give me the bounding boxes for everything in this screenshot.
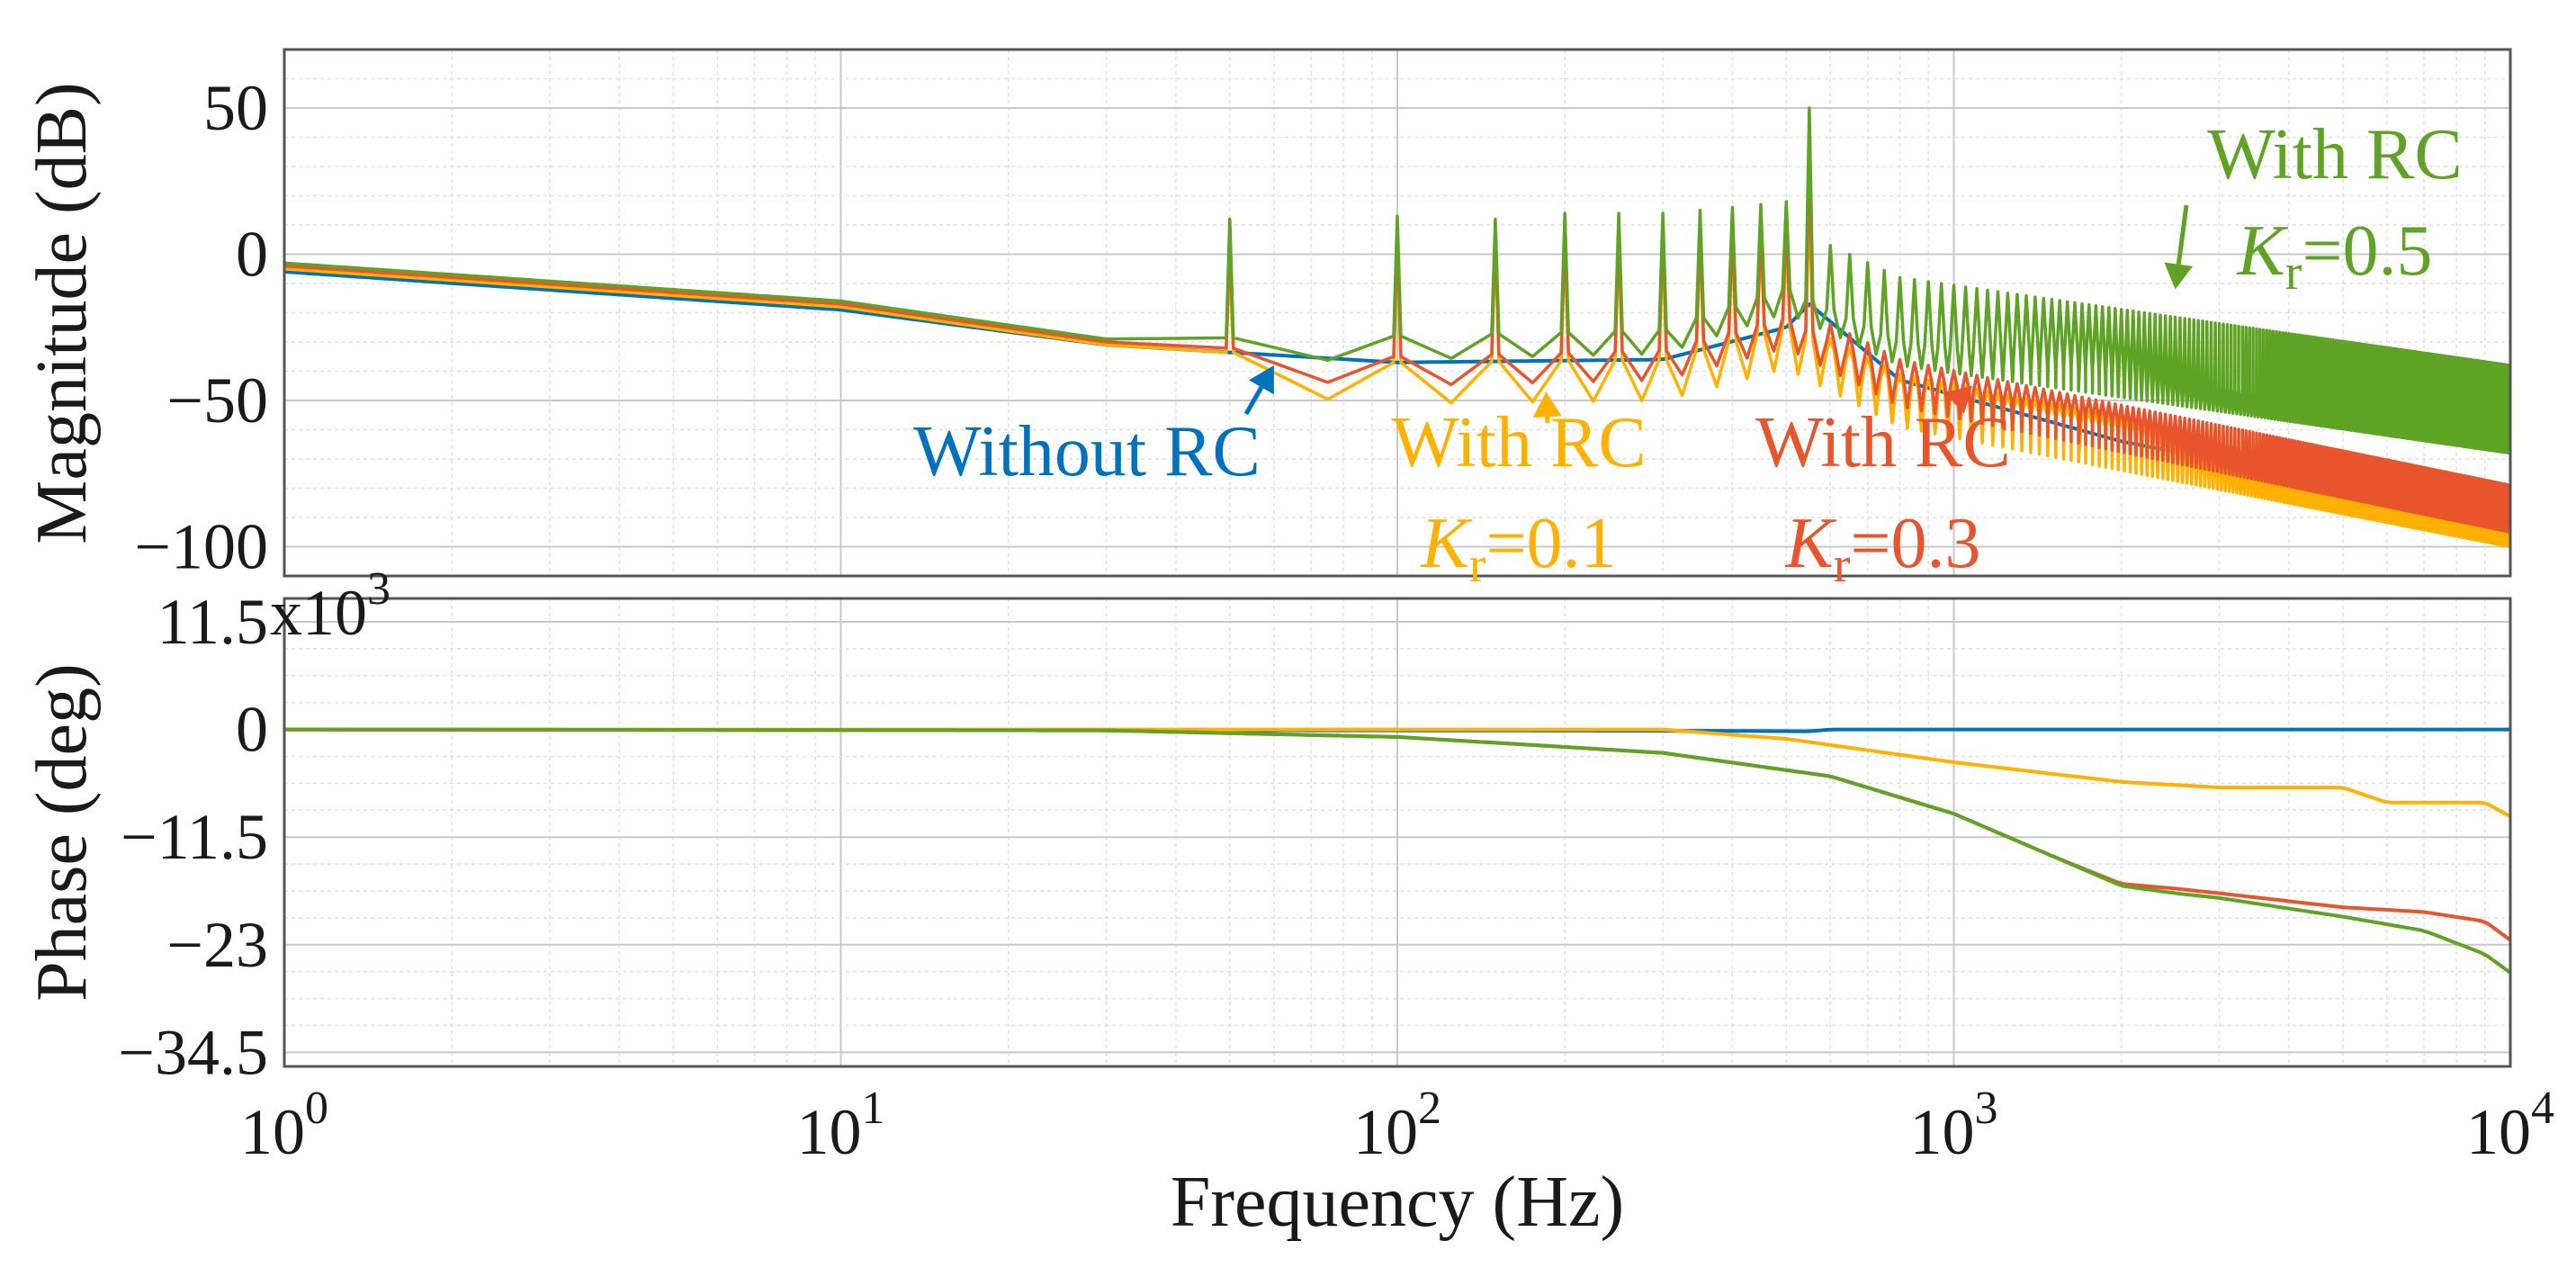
annotation-gain-label: Kr=0.5 [2236, 211, 2432, 301]
phase-tick-label: 11.5 [157, 586, 268, 658]
phase-tick-label: −34.5 [118, 1016, 268, 1088]
phase-tick-labels: 11.5 0 −11.5 −23 −34.5 [118, 586, 268, 1088]
magnitude-tick-labels: 50 0 −50 −100 [134, 72, 268, 583]
phase-axis-label: Phase (deg) [22, 663, 102, 1001]
magnitude-tick-label: −50 [166, 364, 268, 436]
frequency-axis-label: Frequency (Hz) [1171, 1163, 1624, 1242]
frequency-tick-labels: 100 101 102 103 104 [240, 1083, 2554, 1168]
annotation-label: With RC [1755, 403, 2010, 482]
frequency-tick-label: 100 [240, 1083, 328, 1168]
phase-tick-label: −11.5 [121, 801, 268, 873]
magnitude-tick-label: 50 [203, 72, 268, 144]
annotation-label: Without RC [913, 412, 1261, 491]
phase-tick-label: −23 [166, 909, 268, 981]
phase-tick-label: 0 [236, 694, 268, 766]
magnitude-tick-label: 0 [236, 219, 268, 291]
frequency-tick-label: 101 [797, 1083, 885, 1168]
annotation-label: With RC [1391, 403, 1646, 482]
frequency-tick-label: 102 [1353, 1083, 1441, 1168]
annotation-label: With RC [2207, 115, 2462, 194]
phase-scale-exponent: 3 [367, 563, 390, 615]
phase-scale-base: x10 [270, 577, 367, 649]
magnitude-tick-label: −100 [134, 511, 268, 583]
frequency-tick-label: 103 [1910, 1083, 1998, 1168]
magnitude-axis-label: Magnitude (dB) [22, 82, 102, 544]
frequency-tick-label: 104 [2466, 1083, 2554, 1168]
annotation-gain-label: Kr=0.1 [1420, 504, 1616, 593]
annotation-gain-label: Kr=0.3 [1784, 504, 1980, 593]
